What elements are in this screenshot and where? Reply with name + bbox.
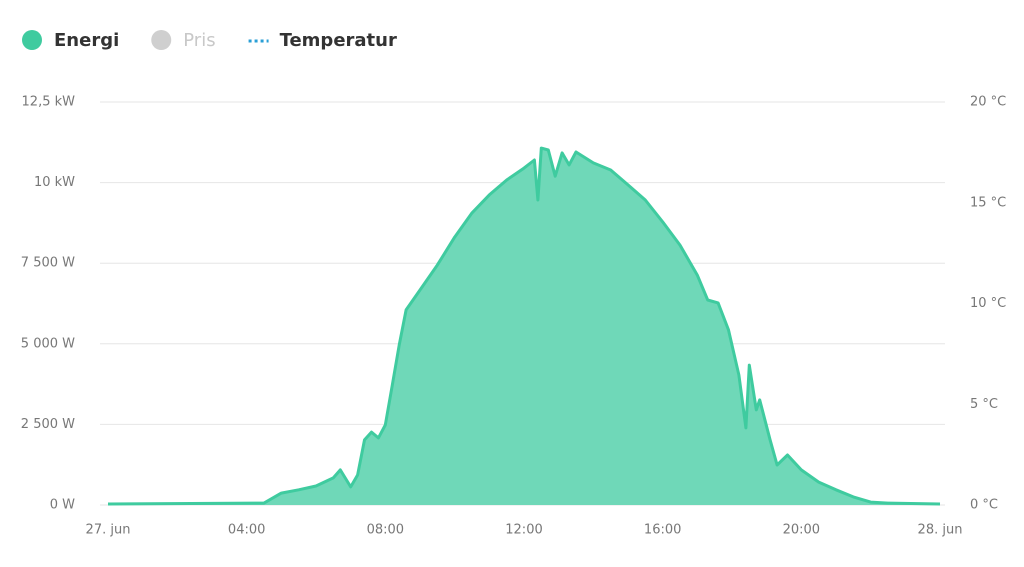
y-tick-label: 7 500 W <box>21 256 75 271</box>
y-tick-label: 0 W <box>50 498 75 513</box>
x-tick-label: 28. jun <box>918 523 963 538</box>
y2-tick-label: 20 °C <box>970 95 1006 110</box>
y-tick-label: 2 500 W <box>21 417 75 432</box>
legend-label[interactable]: Temperatur <box>280 30 397 51</box>
y2-tick-label: 15 °C <box>970 195 1006 210</box>
y2-tick-label: 10 °C <box>970 296 1006 311</box>
x-tick-label: 08:00 <box>367 523 404 538</box>
legend-marker[interactable] <box>151 30 172 50</box>
x-tick-label: 04:00 <box>228 523 265 538</box>
legend-label[interactable]: Energi <box>54 30 119 51</box>
x-tick-label: 16:00 <box>644 523 681 538</box>
y2-tick-label: 5 °C <box>970 397 998 412</box>
x-tick-label: 12:00 <box>505 523 542 538</box>
y-tick-label: 12,5 kW <box>22 95 76 110</box>
y-tick-label: 5 000 W <box>21 336 75 351</box>
y2-tick-label: 0 °C <box>970 498 998 513</box>
area-fill <box>108 148 940 505</box>
x-tick-label: 27. jun <box>86 523 131 538</box>
area-line <box>107 146 941 506</box>
x-tick-label: 20:00 <box>783 523 820 538</box>
legend-marker[interactable] <box>22 30 42 50</box>
y-tick-label: 10 kW <box>34 175 75 190</box>
legend-label[interactable]: Pris <box>183 30 215 51</box>
